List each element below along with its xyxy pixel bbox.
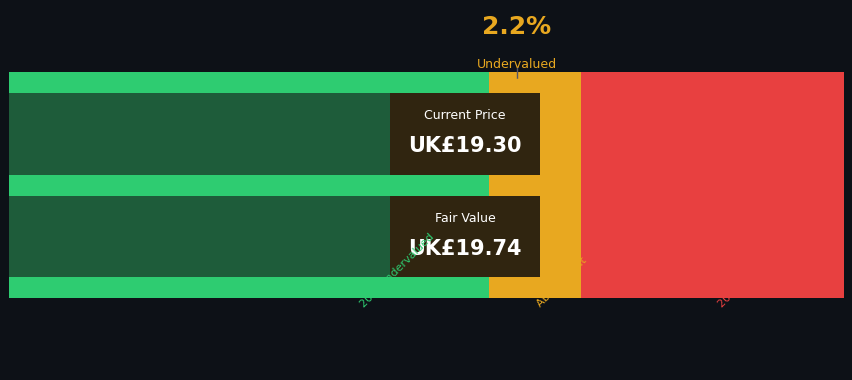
Bar	[9, 93, 489, 175]
Bar	[9, 277, 489, 298]
Bar	[390, 93, 539, 175]
Bar	[580, 93, 843, 175]
Bar	[489, 196, 580, 277]
Text: 2.2%: 2.2%	[481, 14, 550, 39]
Bar	[9, 175, 489, 196]
Bar	[580, 196, 843, 277]
Text: Current Price: Current Price	[424, 109, 505, 122]
Bar	[580, 72, 843, 93]
Bar	[9, 72, 489, 93]
Text: Undervalued: Undervalued	[476, 58, 556, 71]
Bar	[580, 277, 843, 298]
Text: UK£19.30: UK£19.30	[408, 136, 521, 156]
Bar	[489, 277, 580, 298]
Bar	[9, 196, 489, 277]
Text: About Right: About Right	[534, 255, 588, 309]
Text: Fair Value: Fair Value	[435, 212, 495, 225]
Bar	[580, 175, 843, 196]
Text: 20% Undervalued: 20% Undervalued	[358, 231, 435, 309]
Bar	[489, 175, 580, 196]
Text: UK£19.74: UK£19.74	[408, 239, 521, 259]
Text: 20% Overvalued: 20% Overvalued	[716, 236, 788, 309]
Bar	[489, 93, 580, 175]
Bar	[390, 196, 539, 277]
Bar	[489, 72, 580, 93]
